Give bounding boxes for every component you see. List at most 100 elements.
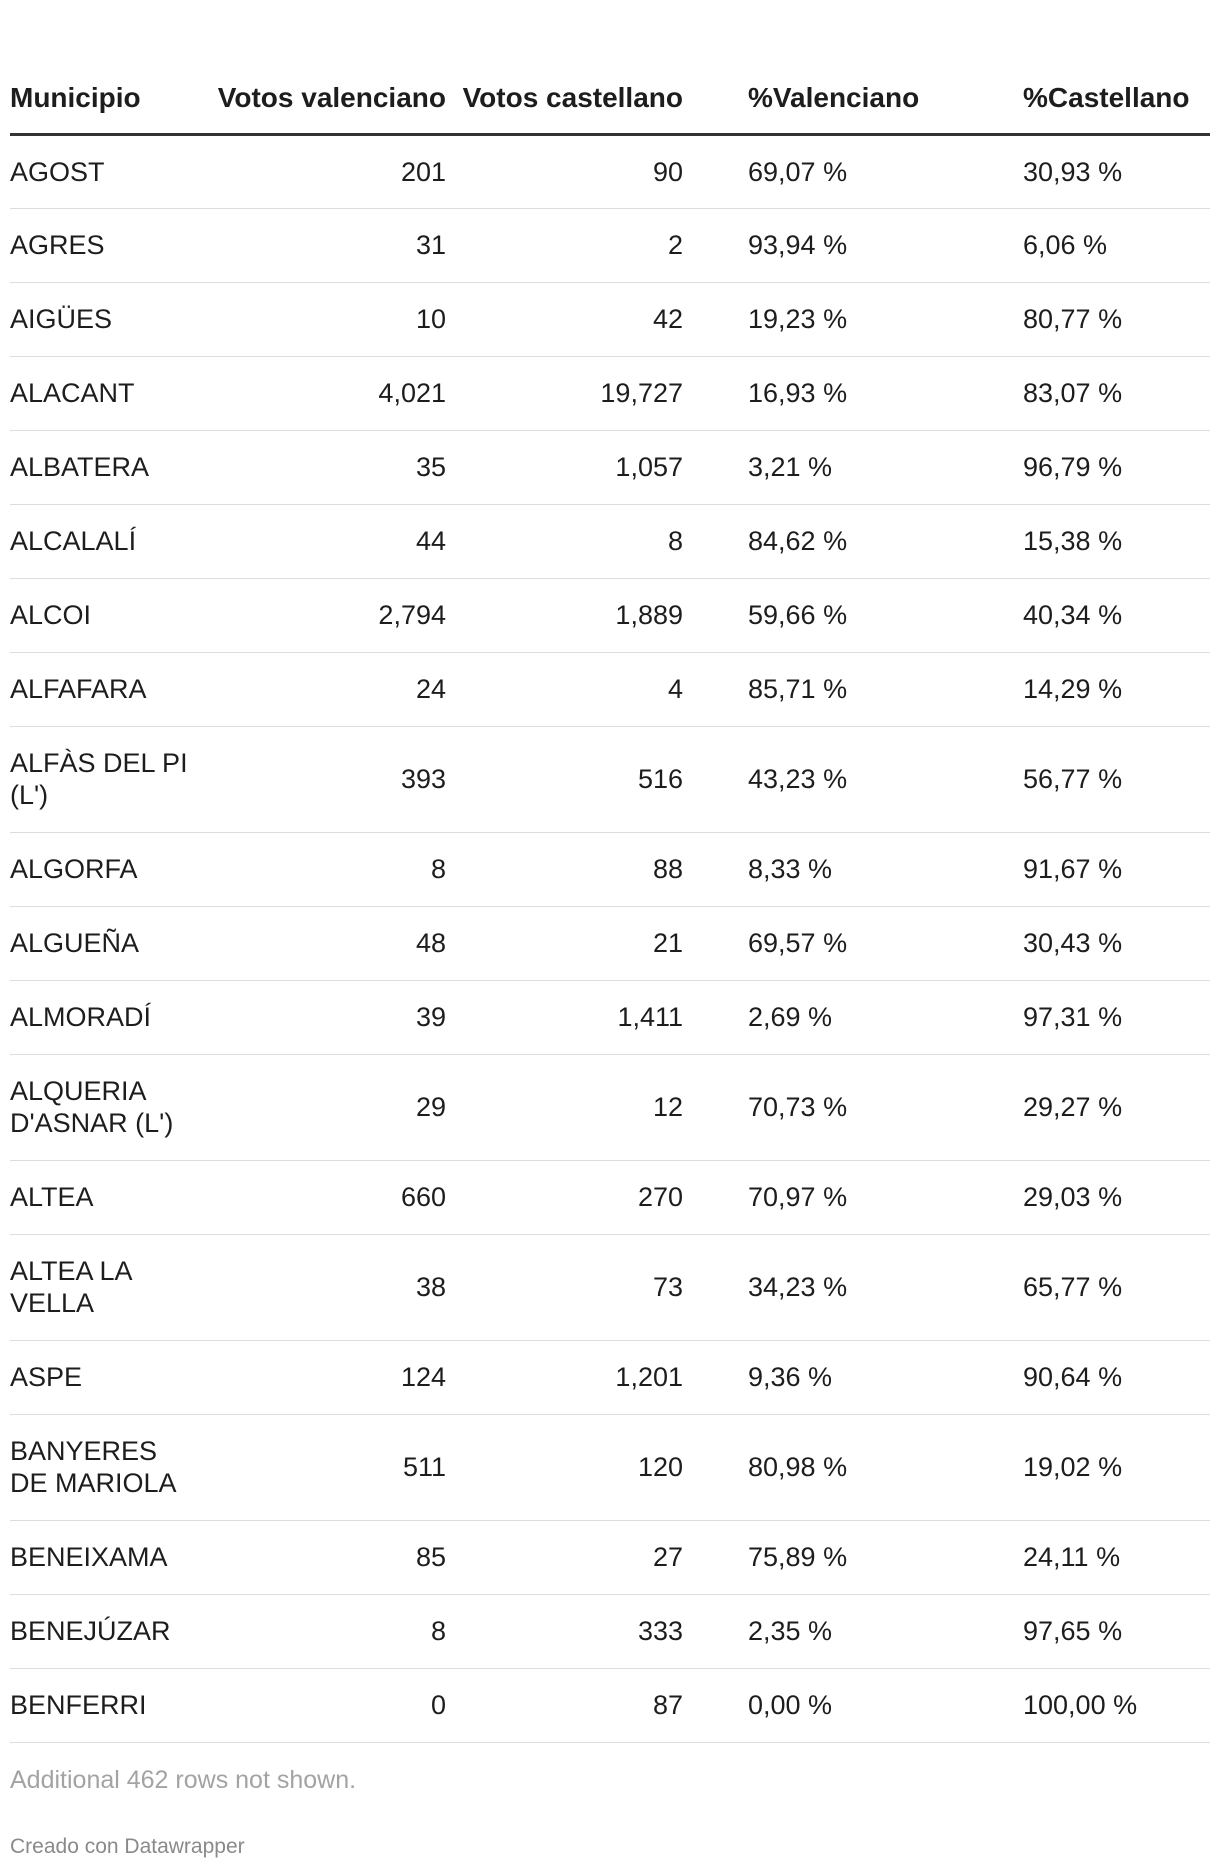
cell-votos-valenciano: 0 xyxy=(210,1668,446,1743)
cell-pct-castellano: 90,64 % xyxy=(958,1340,1210,1415)
cell-votos-valenciano: 201 xyxy=(210,134,446,209)
cell-votos-valenciano: 511 xyxy=(210,1414,446,1521)
rows-not-shown-note: Additional 462 rows not shown. xyxy=(10,1766,357,1794)
cell-pct-castellano: 30,43 % xyxy=(958,906,1210,981)
cell-pct-valenciano: 69,57 % xyxy=(683,906,958,981)
cell-municipio: ALFÀS DEL PI (L') xyxy=(10,726,210,833)
cell-votos-castellano: 19,727 xyxy=(446,356,683,431)
header-votos-castellano[interactable]: Votos castellano xyxy=(446,0,683,136)
cell-pct-valenciano: 70,97 % xyxy=(683,1160,958,1235)
cell-pct-castellano: 96,79 % xyxy=(958,430,1210,505)
cell-pct-castellano: 97,65 % xyxy=(958,1594,1210,1669)
cell-pct-castellano: 29,03 % xyxy=(958,1160,1210,1235)
table-row: ALCOI 2,794 1,889 59,66 % 40,34 % xyxy=(10,578,1210,653)
cell-votos-valenciano: 4,021 xyxy=(210,356,446,431)
table-row: BENFERRI 0 87 0,00 % 100,00 % xyxy=(10,1668,1210,1743)
cell-pct-valenciano: 8,33 % xyxy=(683,832,958,907)
cell-pct-castellano: 97,31 % xyxy=(958,980,1210,1055)
cell-votos-valenciano: 124 xyxy=(210,1340,446,1415)
cell-municipio: ALGUEÑA xyxy=(10,906,210,981)
cell-votos-valenciano: 35 xyxy=(210,430,446,505)
cell-votos-castellano: 87 xyxy=(446,1668,683,1743)
cell-municipio: ALGORFA xyxy=(10,832,210,907)
cell-pct-castellano: 29,27 % xyxy=(958,1054,1210,1161)
cell-municipio: ALFAFARA xyxy=(10,652,210,727)
cell-pct-castellano: 80,77 % xyxy=(958,282,1210,357)
cell-municipio: ASPE xyxy=(10,1340,210,1415)
cell-votos-castellano: 120 xyxy=(446,1414,683,1521)
cell-pct-castellano: 15,38 % xyxy=(958,504,1210,579)
cell-pct-castellano: 83,07 % xyxy=(958,356,1210,431)
cell-votos-castellano: 88 xyxy=(446,832,683,907)
cell-municipio: ALTEA LA VELLA xyxy=(10,1234,210,1341)
cell-pct-valenciano: 34,23 % xyxy=(683,1234,958,1341)
cell-votos-valenciano: 38 xyxy=(210,1234,446,1341)
cell-municipio: ALTEA xyxy=(10,1160,210,1235)
cell-municipio: AIGÜES xyxy=(10,282,210,357)
cell-votos-castellano: 73 xyxy=(446,1234,683,1341)
table-row: AGOST 201 90 69,07 % 30,93 % xyxy=(10,134,1210,209)
cell-pct-valenciano: 75,89 % xyxy=(683,1520,958,1595)
municipality-votes-table: Municipio Votos valenciano Votos castell… xyxy=(10,0,1210,1743)
cell-municipio: ALACANT xyxy=(10,356,210,431)
cell-votos-valenciano: 10 xyxy=(210,282,446,357)
cell-pct-valenciano: 2,35 % xyxy=(683,1594,958,1669)
table-row: ALTEA 660 270 70,97 % 29,03 % xyxy=(10,1160,1210,1235)
cell-votos-castellano: 1,889 xyxy=(446,578,683,653)
header-votos-valenciano[interactable]: Votos valenciano xyxy=(210,0,446,136)
cell-pct-valenciano: 59,66 % xyxy=(683,578,958,653)
table-row: AIGÜES 10 42 19,23 % 80,77 % xyxy=(10,282,1210,357)
cell-pct-castellano: 91,67 % xyxy=(958,832,1210,907)
cell-pct-castellano: 14,29 % xyxy=(958,652,1210,727)
cell-pct-castellano: 19,02 % xyxy=(958,1414,1210,1521)
table-row: ALFAFARA 24 4 85,71 % 14,29 % xyxy=(10,652,1210,727)
table-row: BENEJÚZAR 8 333 2,35 % 97,65 % xyxy=(10,1594,1210,1669)
table-body: AGOST 201 90 69,07 % 30,93 % AGRES 31 2 93,94 % 6… xyxy=(10,134,1210,1743)
cell-votos-valenciano: 39 xyxy=(210,980,446,1055)
cell-pct-valenciano: 85,71 % xyxy=(683,652,958,727)
cell-votos-castellano: 12 xyxy=(446,1054,683,1161)
cell-municipio: BENFERRI xyxy=(10,1668,210,1743)
cell-pct-valenciano: 84,62 % xyxy=(683,504,958,579)
cell-municipio: ALCALALÍ xyxy=(10,504,210,579)
cell-pct-valenciano: 0,00 % xyxy=(683,1668,958,1743)
cell-pct-castellano: 6,06 % xyxy=(958,208,1210,283)
cell-votos-castellano: 516 xyxy=(446,726,683,833)
cell-pct-valenciano: 93,94 % xyxy=(683,208,958,283)
header-municipio[interactable]: Municipio xyxy=(10,0,210,136)
cell-pct-valenciano: 69,07 % xyxy=(683,134,958,209)
cell-municipio: ALMORADÍ xyxy=(10,980,210,1055)
cell-municipio: BANYERES DE MARIOLA xyxy=(10,1414,210,1521)
cell-pct-castellano: 100,00 % xyxy=(958,1668,1210,1743)
cell-pct-castellano: 65,77 % xyxy=(958,1234,1210,1341)
cell-pct-valenciano: 80,98 % xyxy=(683,1414,958,1521)
cell-votos-castellano: 27 xyxy=(446,1520,683,1595)
cell-votos-castellano: 333 xyxy=(446,1594,683,1669)
cell-votos-castellano: 1,057 xyxy=(446,430,683,505)
header-pct-castellano[interactable]: %Castellano xyxy=(958,0,1210,136)
cell-votos-valenciano: 2,794 xyxy=(210,578,446,653)
cell-pct-valenciano: 43,23 % xyxy=(683,726,958,833)
cell-pct-valenciano: 19,23 % xyxy=(683,282,958,357)
cell-votos-valenciano: 31 xyxy=(210,208,446,283)
cell-pct-castellano: 56,77 % xyxy=(958,726,1210,833)
cell-votos-castellano: 2 xyxy=(446,208,683,283)
cell-votos-valenciano: 29 xyxy=(210,1054,446,1161)
cell-votos-castellano: 8 xyxy=(446,504,683,579)
cell-votos-valenciano: 8 xyxy=(210,1594,446,1669)
table-row: AGRES 31 2 93,94 % 6,06 % xyxy=(10,208,1210,283)
cell-pct-valenciano: 2,69 % xyxy=(683,980,958,1055)
cell-votos-castellano: 21 xyxy=(446,906,683,981)
cell-pct-castellano: 40,34 % xyxy=(958,578,1210,653)
cell-votos-castellano: 90 xyxy=(446,134,683,209)
cell-votos-castellano: 1,201 xyxy=(446,1340,683,1415)
cell-votos-castellano: 1,411 xyxy=(446,980,683,1055)
table-row: ALGUEÑA 48 21 69,57 % 30,43 % xyxy=(10,906,1210,981)
table-row: BENEIXAMA 85 27 75,89 % 24,11 % xyxy=(10,1520,1210,1595)
cell-municipio: ALBATERA xyxy=(10,430,210,505)
header-pct-valenciano[interactable]: %Valenciano xyxy=(683,0,958,136)
table-row: ALCALALÍ 44 8 84,62 % 15,38 % xyxy=(10,504,1210,579)
table-row: BANYERES DE MARIOLA 511 120 80,98 % 19,02 % xyxy=(10,1414,1210,1521)
cell-votos-valenciano: 393 xyxy=(210,726,446,833)
cell-votos-castellano: 270 xyxy=(446,1160,683,1235)
